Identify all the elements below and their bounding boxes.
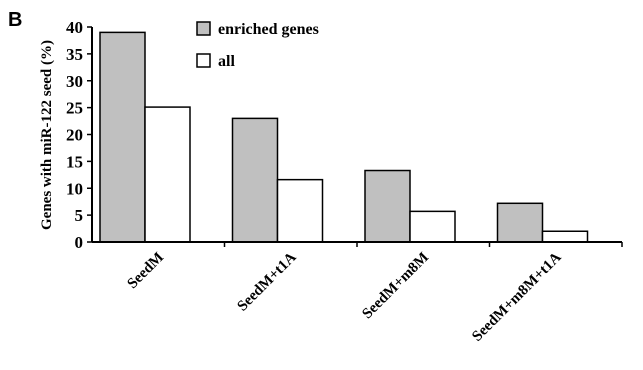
y-tick-label-20: 20 [66, 126, 83, 145]
y-tick-label-15: 15 [66, 152, 83, 171]
y-tick-label-0: 0 [75, 233, 84, 252]
legend-swatch-1 [197, 54, 210, 67]
y-tick-label-30: 30 [66, 72, 83, 91]
bars-group [100, 32, 588, 242]
y-axis-label: Genes with miR-122 seed (%) [39, 40, 55, 230]
x-category-label-2: SeedM+m8M [359, 250, 432, 323]
legend-label-1: all [218, 53, 235, 70]
panel-label: B [8, 9, 22, 31]
x-category-label-1: SeedM+t1A [234, 249, 299, 314]
bar-enriched-1 [233, 118, 278, 242]
bar-all-0 [145, 107, 190, 242]
bar-enriched-0 [100, 32, 145, 242]
bar-all-3 [543, 231, 588, 242]
bar-enriched-2 [365, 171, 410, 242]
y-tick-label-25: 25 [66, 99, 83, 118]
y-tick-label-5: 5 [75, 206, 84, 225]
x-category-label-3: SeedM+m8M+t1A [469, 249, 564, 344]
legend-swatch-0 [197, 22, 210, 35]
x-category-labels: SeedM SeedM+t1A SeedM+m8M SeedM+m8M+t1A [125, 249, 565, 344]
legend-label-0: enriched genes [218, 21, 319, 38]
bar-all-2 [410, 211, 455, 242]
y-tick-label-35: 35 [66, 45, 83, 64]
legend: enriched genes all [197, 21, 319, 70]
bar-enriched-3 [498, 203, 543, 242]
y-tick-label-10: 10 [66, 179, 83, 198]
bar-all-1 [278, 180, 323, 242]
x-category-label-0: SeedM [125, 250, 168, 293]
y-tick-label-40: 40 [66, 18, 83, 37]
y-tick-labels: 0 5 10 15 20 25 30 35 40 [66, 18, 83, 252]
